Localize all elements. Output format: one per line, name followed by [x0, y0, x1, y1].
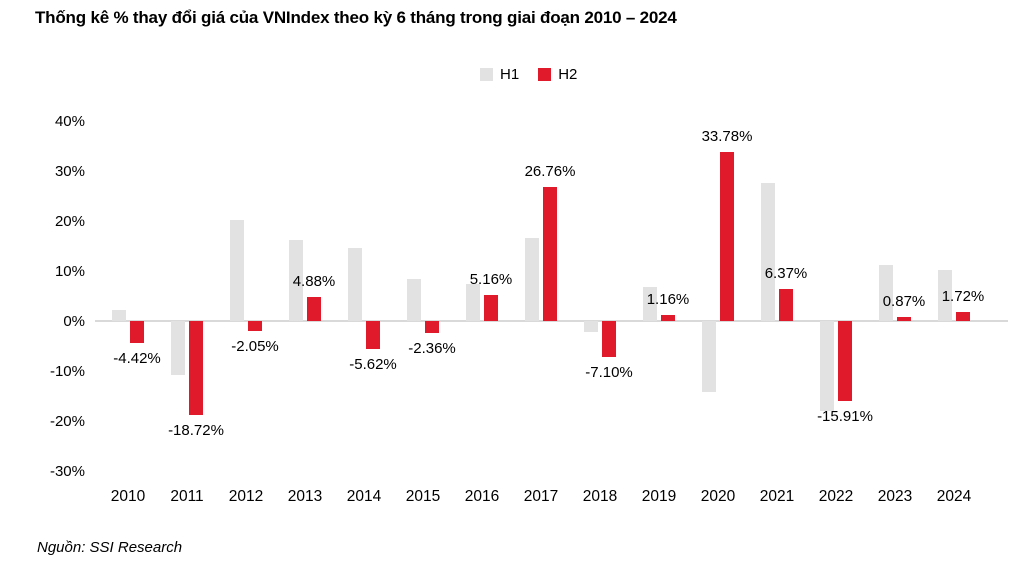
data-label-h2-2012: -2.05% — [231, 338, 279, 356]
x-axis-tick-label-2010: 2010 — [110, 488, 146, 505]
y-axis-tick-label: 30% — [54, 162, 85, 180]
bar-h1-2024 — [938, 270, 952, 321]
y-axis-tick-label: 0% — [63, 312, 85, 330]
bar-h2-2018 — [602, 321, 616, 357]
bar-h2-2017 — [543, 187, 557, 321]
data-label-h2-2015: -2.36% — [408, 339, 456, 357]
bar-h1-2016 — [466, 284, 480, 321]
bar-h1-2017 — [525, 237, 539, 321]
data-label-h2-2020: 33.78% — [701, 128, 753, 146]
bar-h1-2019 — [643, 287, 657, 321]
x-axis-tick-label-2018: 2018 — [582, 488, 618, 505]
data-label-h2-2014: -5.62% — [349, 356, 397, 374]
bar-h1-2020 — [702, 321, 716, 392]
bar-h1-2012 — [230, 220, 244, 321]
x-axis-tick-label-2015: 2015 — [405, 488, 441, 505]
y-axis-tick-label: -30% — [49, 462, 85, 480]
legend-h2-swatch — [538, 68, 552, 81]
data-label-h2-2010: -4.42% — [113, 350, 161, 368]
bar-h1-2021 — [761, 182, 775, 321]
data-label-h2-2022: -15.91% — [817, 407, 873, 425]
bar-h2-2022 — [838, 321, 852, 401]
bar-h1-2015 — [407, 278, 421, 321]
bar-h1-2023 — [879, 264, 893, 321]
x-axis-tick-label-2022: 2022 — [818, 488, 854, 505]
bar-h2-2023 — [897, 316, 911, 321]
x-axis-tick-label-2013: 2013 — [287, 488, 323, 505]
bar-h2-2015 — [425, 321, 439, 333]
bar-h2-2011 — [189, 321, 203, 415]
bar-h2-2020 — [720, 152, 734, 321]
data-label-h2-2011: -18.72% — [168, 421, 224, 439]
data-label-h2-2013: 4.88% — [292, 272, 336, 290]
bar-h1-2011 — [171, 321, 185, 375]
bar-h2-2012 — [248, 321, 262, 332]
x-axis-tick-label-2020: 2020 — [700, 488, 736, 505]
y-axis-tick-label: 20% — [54, 212, 85, 230]
legend: H1 H2 — [480, 66, 589, 83]
x-axis-tick-label-2012: 2012 — [228, 488, 264, 505]
chart-title: Thống kê % thay đổi giá của VNIndex theo… — [35, 8, 677, 27]
bar-h2-2024 — [956, 312, 970, 321]
x-axis-tick-label-2023: 2023 — [877, 488, 913, 505]
y-axis-tick-label: 10% — [54, 262, 85, 280]
bar-h2-2016 — [484, 295, 498, 321]
x-axis-tick-label-2011: 2011 — [170, 488, 204, 505]
bar-h1-2010 — [112, 309, 126, 321]
data-label-h2-2019: 1.16% — [646, 291, 690, 309]
x-axis-tick-label-2014: 2014 — [346, 488, 382, 505]
x-axis-tick-label-2016: 2016 — [464, 488, 500, 505]
x-axis-tick-label-2024: 2024 — [936, 488, 972, 505]
y-axis-tick-label: 40% — [54, 112, 85, 130]
bar-h2-2013 — [307, 296, 321, 321]
bar-h1-2013 — [289, 240, 303, 321]
source-note: Nguồn: SSI Research — [37, 539, 183, 556]
x-axis-tick-label-2021: 2021 — [759, 488, 795, 505]
data-label-h2-2017: 26.76% — [524, 163, 576, 181]
legend-h1-label: H1 — [500, 66, 520, 83]
data-label-h2-2024: 1.72% — [941, 288, 985, 306]
data-label-h2-2023: 0.87% — [882, 292, 926, 310]
data-label-h2-2016: 5.16% — [469, 271, 513, 289]
bar-h2-2021 — [779, 289, 793, 321]
zero-axis-line — [95, 320, 1008, 322]
bar-h1-2014 — [348, 248, 362, 321]
bar-h2-2010 — [130, 321, 144, 344]
x-axis-tick-label-2017: 2017 — [523, 488, 559, 505]
bar-h2-2014 — [366, 321, 380, 350]
data-label-h2-2018: -7.10% — [585, 363, 633, 381]
data-label-h2-2021: 6.37% — [764, 265, 808, 283]
bar-h2-2019 — [661, 315, 675, 321]
bar-h1-2018 — [584, 321, 598, 332]
legend-h2-label: H2 — [558, 66, 578, 83]
legend-h1-swatch — [480, 68, 493, 81]
y-axis-tick-label: -20% — [49, 412, 85, 430]
y-axis-tick-label: -10% — [49, 362, 85, 380]
bar-h1-2022 — [820, 321, 834, 411]
x-axis-tick-label-2019: 2019 — [641, 488, 677, 505]
